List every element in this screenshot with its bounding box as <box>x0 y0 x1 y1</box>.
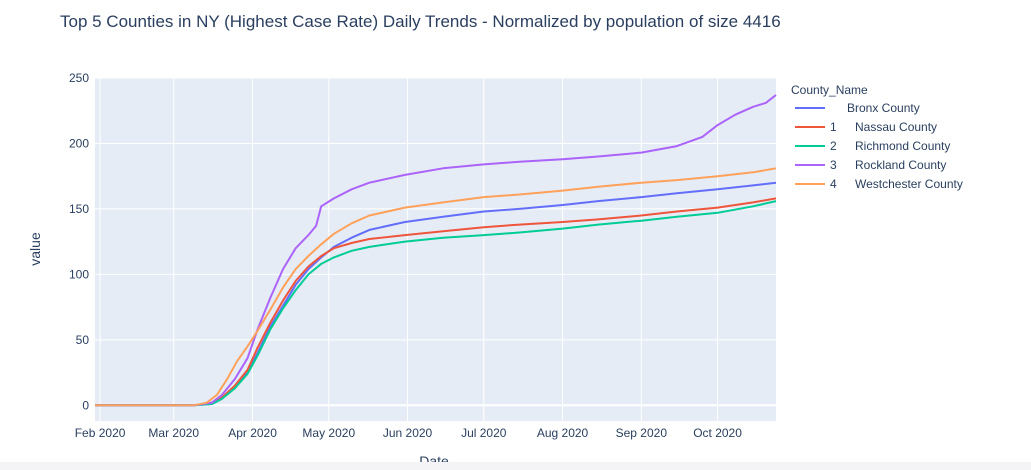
legend-title: County_Name <box>791 83 868 97</box>
x-tick-label: Feb 2020 <box>75 426 126 440</box>
x-tick-label: Jun 2020 <box>383 426 433 440</box>
series-line-nassau-county[interactable] <box>95 197 777 407</box>
y-axis-title: value <box>27 232 43 266</box>
legend-label: Bronx County <box>847 101 920 115</box>
legend-item-westchester-county[interactable]: 4 Westchester County <box>795 177 963 191</box>
x-tick-labels: Feb 2020 Mar 2020 Apr 2020 May 2020 Jun 2020… <box>75 426 743 440</box>
y-tick-label: 150 <box>69 202 89 216</box>
x-tick-label: Mar 2020 <box>148 426 199 440</box>
legend-index: 2 <box>830 139 837 153</box>
series-line-richmond-county[interactable] <box>95 200 777 407</box>
y-tick-labels: 0 50 100 150 200 250 <box>69 71 89 412</box>
legend-item-nassau-county[interactable]: 1 Nassau County <box>795 120 937 134</box>
x-axis-title: Date <box>419 453 449 462</box>
legend-item-richmond-county[interactable]: 2 Richmond County <box>795 139 950 153</box>
y-tick-label: 250 <box>69 71 89 85</box>
x-tick-label: Oct 2020 <box>693 426 742 440</box>
page-footer-strip <box>0 462 1031 470</box>
chart-title: Top 5 Counties in NY (Highest Case Rate)… <box>60 12 781 31</box>
series-line-rockland-county[interactable] <box>95 94 777 407</box>
y-tick-label: 50 <box>76 333 90 347</box>
x-tick-label: May 2020 <box>302 426 355 440</box>
legend-index: 3 <box>830 158 837 172</box>
y-tick-label: 0 <box>82 398 89 412</box>
legend-index: 4 <box>830 177 837 191</box>
x-tick-label: Jul 2020 <box>461 426 507 440</box>
legend-item-rockland-county[interactable]: 3 Rockland County <box>795 158 946 172</box>
legend: County_Name Bronx County 1 Nassau County 2 R… <box>791 83 963 191</box>
x-tick-label: Apr 2020 <box>228 426 277 440</box>
legend-index: 1 <box>830 120 837 134</box>
plot-area <box>95 78 776 421</box>
y-tick-label: 200 <box>69 136 89 150</box>
legend-label: Rockland County <box>855 158 946 172</box>
gridlines <box>95 77 776 421</box>
series-lines <box>95 94 777 407</box>
x-tick-label: Sep 2020 <box>616 426 668 440</box>
y-tick-label: 100 <box>69 267 89 281</box>
legend-label: Westchester County <box>855 177 963 191</box>
legend-label: Richmond County <box>855 139 950 153</box>
x-tick-label: Aug 2020 <box>537 426 589 440</box>
legend-label: Nassau County <box>855 120 937 134</box>
legend-item-bronx-county[interactable]: Bronx County <box>795 101 920 115</box>
series-line-westchester-county[interactable] <box>95 167 777 407</box>
